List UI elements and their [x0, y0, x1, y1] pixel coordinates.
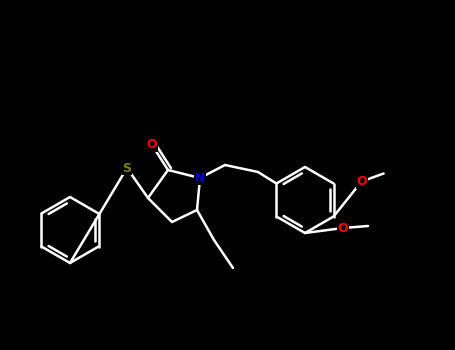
- Text: O: O: [356, 175, 367, 188]
- Text: S: S: [122, 161, 131, 175]
- Text: O: O: [147, 139, 157, 152]
- Text: O: O: [338, 222, 349, 235]
- Text: N: N: [195, 172, 205, 184]
